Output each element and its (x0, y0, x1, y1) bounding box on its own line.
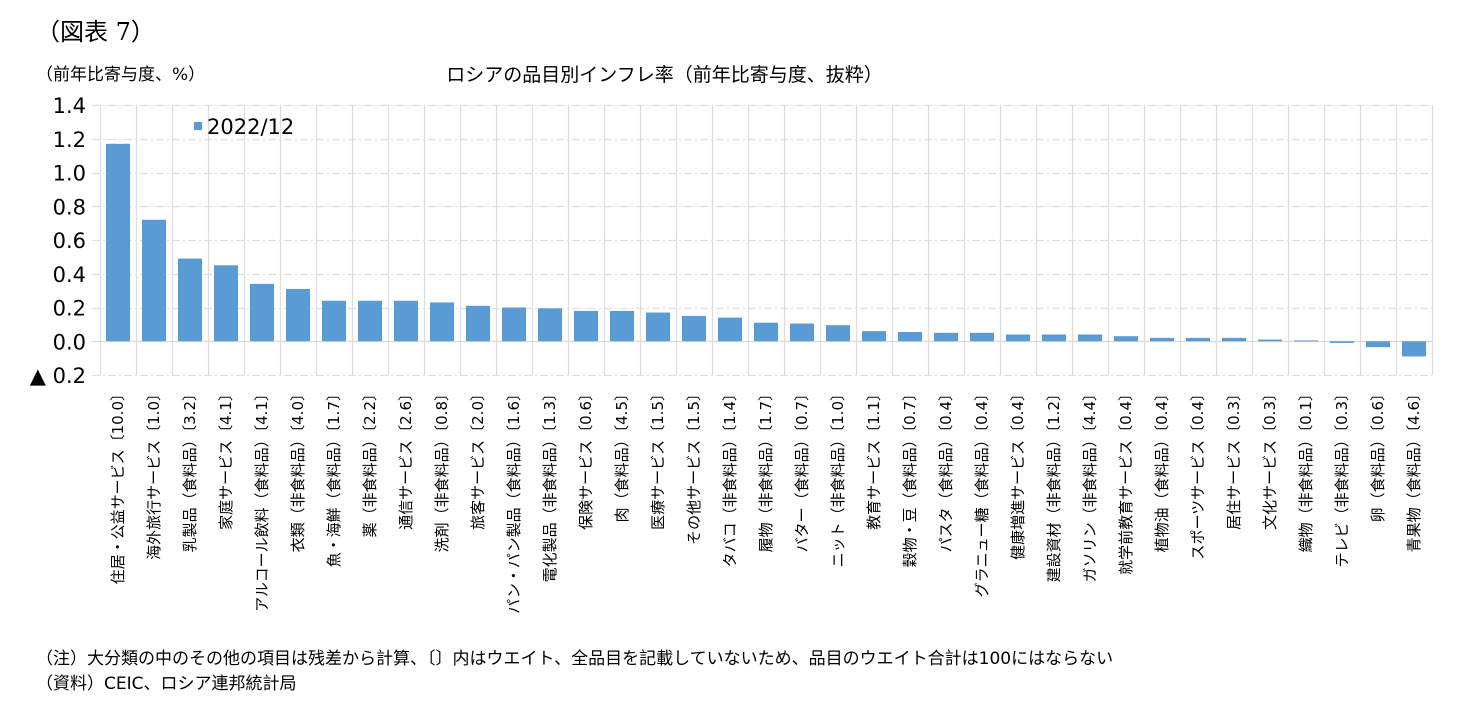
legend-label: 2022/12 (207, 115, 294, 139)
y-tick-label: 0.2 (53, 297, 86, 321)
bar (178, 258, 202, 342)
x-tick-label: バター（食料品）〔0.7〕 (793, 386, 811, 552)
figure-label: （図表 7） (36, 18, 155, 46)
source-note: （資料）CEIC、ロシア連邦統計局 (36, 674, 297, 694)
x-tick-label: 卵（食料品）〔0.6〕 (1369, 386, 1387, 522)
x-tick-label: 医療サービス〔1.5〕 (649, 386, 667, 530)
x-tick-label: 洗剤（非食料品）〔0.8〕 (433, 386, 451, 552)
x-tick-label: パスタ（食料品）〔0.4〕 (937, 386, 955, 552)
x-tick-label: 居住サービス〔0.3〕 (1225, 386, 1243, 530)
bar (970, 332, 994, 342)
bar (106, 143, 130, 342)
bar (790, 323, 814, 342)
bar (1222, 337, 1246, 342)
x-tick-label: 海外旅行サービス〔1.0〕 (145, 386, 163, 560)
y-tick-label: 0.4 (53, 263, 86, 287)
bar (430, 302, 454, 342)
x-tick-label: テレビ（非食料品）〔0.3〕 (1333, 386, 1351, 567)
x-tick-label: 履物（非食料品）〔1.7〕 (757, 386, 775, 552)
x-tick-label: 乳製品（食料品）〔3.2〕 (181, 386, 199, 552)
y-tick-label: 0.0 (53, 330, 86, 354)
x-tick-label: 通信サービス〔2.6〕 (397, 386, 415, 530)
bar (862, 331, 886, 342)
bar (1366, 341, 1390, 348)
y-tick-label: 0.8 (53, 195, 86, 219)
x-tick-label: グラニュー糖（食料品）〔0.4〕 (973, 386, 991, 597)
legend: 2022/12 (194, 115, 294, 139)
gridlines (92, 104, 1434, 377)
bar (574, 310, 598, 342)
x-tick-label: 家庭サービス〔4.1〕 (217, 386, 235, 530)
y-tick-labels: 1.4 1.2 1.0 0.8 0.6 0.4 0.2 0.0 ▲ 0.2 (30, 94, 86, 388)
bar (502, 307, 526, 342)
chart-title-wrap: ロシアの品目別インフレ率（前年比寄与度、抜粋） (0, 60, 1469, 87)
bar (646, 312, 670, 342)
bar (718, 317, 742, 342)
bar (1258, 339, 1282, 342)
x-tick-label: 保険サービス〔0.6〕 (577, 386, 595, 530)
bar (1078, 334, 1102, 342)
footnote: （注）大分類の中のその他の項目は残差から計算、〔〕内はウエイト、全品目を記載して… (36, 649, 1114, 669)
x-tick-label: 旅客サービス〔2.0〕 (469, 386, 487, 530)
bar (250, 283, 274, 342)
bar (466, 305, 490, 342)
bar (394, 300, 418, 342)
bar (1006, 334, 1030, 342)
y-tick-label: 0.6 (53, 229, 86, 253)
x-tick-label: その他サービス〔1.5〕 (685, 386, 703, 545)
x-tick-label: ガソリン（非食料品）〔4.4〕 (1081, 386, 1099, 582)
x-tick-label: アルコール飲料（食料品）〔4.1〕 (253, 386, 271, 612)
x-tick-label: パン・パン製品（食料品）〔1.6〕 (505, 386, 523, 614)
x-tick-label: 建設資材（非食料品）〔1.2〕 (1045, 386, 1063, 582)
bars (106, 143, 1426, 357)
x-tick-label: 文化サービス〔0.3〕 (1261, 386, 1279, 530)
x-tick-label: 穀物・豆（食料品）〔0.7〕 (901, 386, 919, 567)
x-tick-label: スポーツサービス〔0.4〕 (1189, 386, 1207, 560)
x-tick-label: 教育サービス〔1.1〕 (865, 386, 883, 530)
x-tick-label: 健康増進サービス〔0.4〕 (1009, 386, 1027, 560)
bar (826, 325, 850, 342)
bar (358, 300, 382, 342)
bar (214, 265, 238, 342)
bar (610, 310, 634, 342)
bar (934, 332, 958, 342)
bar (1114, 336, 1138, 342)
bar (682, 315, 706, 342)
x-tick-label: 電化製品（非食料品）〔1.3〕 (541, 386, 559, 582)
bar (322, 300, 346, 342)
bar (1186, 337, 1210, 342)
x-tick-label: 就学前教育サービス〔0.4〕 (1117, 386, 1135, 575)
x-tick-label: タバコ（非食料品）〔1.4〕 (721, 386, 739, 567)
bar (1150, 337, 1174, 342)
y-tick-label: 1.4 (53, 94, 86, 118)
x-tick-label: 肉（食料品）〔4.5〕 (613, 386, 631, 522)
bar (898, 331, 922, 342)
bar (1042, 334, 1066, 342)
chart-title: ロシアの品目別インフレ率（前年比寄与度、抜粋） (446, 64, 883, 86)
y-tick-label: ▲ 0.2 (30, 364, 86, 388)
legend-swatch (194, 122, 202, 130)
x-tick-label: 住居・公益サービス〔10.0〕 (109, 386, 127, 584)
x-tick-label: 魚・海鮮（食料品）〔1.7〕 (325, 386, 343, 567)
y-tick-label: 1.0 (53, 162, 86, 186)
x-tick-label: ニット（非食料品）〔1.0〕 (829, 386, 847, 567)
x-tick-label: 衣類（非食料品）〔4.0〕 (289, 386, 307, 552)
bar (538, 308, 562, 342)
bar (754, 322, 778, 342)
x-tick-labels: 住居・公益サービス〔10.0〕 海外旅行サービス〔1.0〕 乳製品（食料品）〔3.2… (109, 386, 1423, 614)
bar (1294, 340, 1318, 342)
x-tick-label: 薬（非食料品）〔2.2〕 (361, 386, 379, 537)
x-tick-label: 織物（非食料品）〔0.1〕 (1297, 386, 1315, 552)
bar (1402, 341, 1426, 357)
bar (286, 288, 310, 342)
x-tick-label: 青果物（食料品）〔4.6〕 (1405, 386, 1423, 552)
y-axis-unit-label: （前年比寄与度、%） (36, 65, 206, 85)
bar (142, 219, 166, 342)
bar (1330, 341, 1354, 343)
y-tick-label: 1.2 (53, 128, 86, 152)
x-tick-label: 植物油（食料品）〔0.4〕 (1153, 386, 1171, 552)
